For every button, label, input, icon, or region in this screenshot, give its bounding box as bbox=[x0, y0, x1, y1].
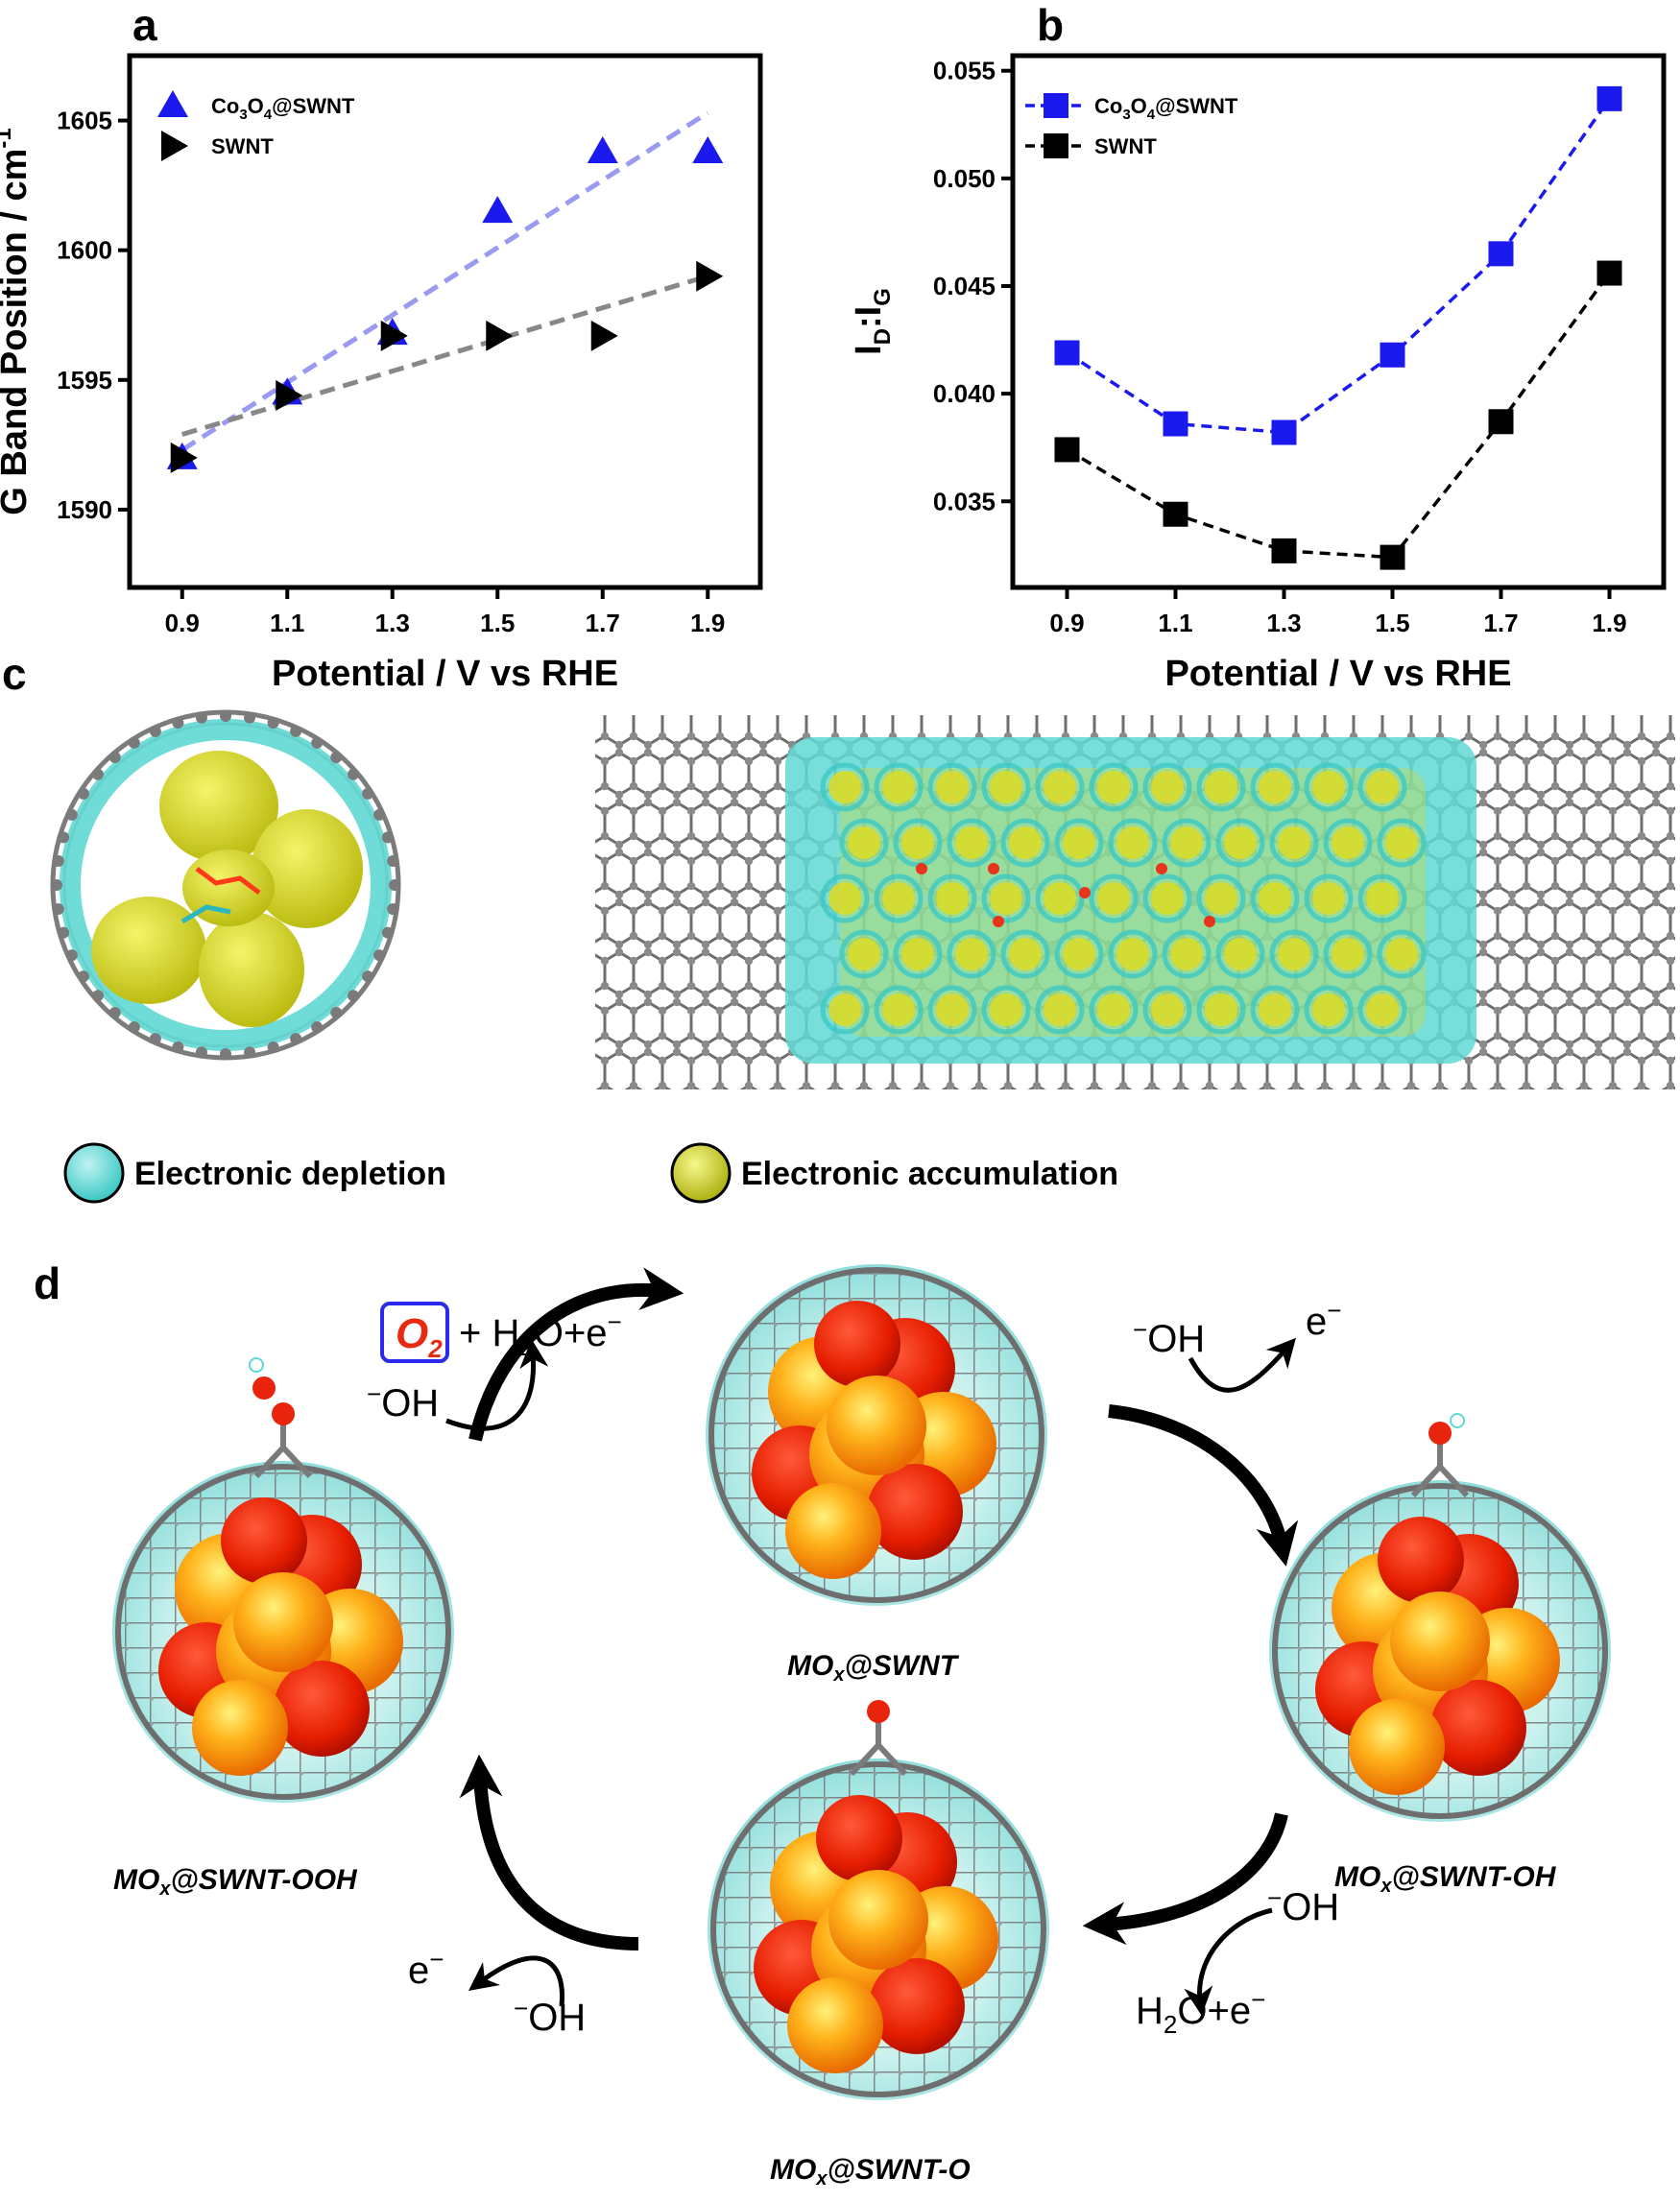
data-point-series-1 bbox=[276, 380, 303, 412]
x-tick-label: 1.7 bbox=[586, 609, 620, 637]
electron-bottom-left: e− bbox=[408, 1945, 444, 1992]
state-label-swnt-o: MOx@SWNT-O bbox=[770, 2154, 971, 2190]
y-tick-label: 0.055 bbox=[933, 57, 996, 85]
data-point-series-1 bbox=[1488, 409, 1514, 435]
x-tick-label: 1.5 bbox=[1375, 609, 1409, 637]
data-point-series-1 bbox=[1380, 544, 1405, 570]
data-point-series-1 bbox=[486, 320, 514, 351]
legend-accumulation-label: Electronic accumulation bbox=[741, 1156, 1118, 1192]
x-tick-label: 1.9 bbox=[690, 609, 725, 637]
tube-cross-section bbox=[50, 709, 401, 1061]
legend-marker-1 bbox=[1044, 133, 1068, 158]
legend-marker-0 bbox=[1044, 93, 1068, 118]
y-tick-label: 1600 bbox=[57, 236, 112, 265]
panel-letter-d: d bbox=[34, 1258, 60, 1308]
chart-a: 0.9 1.1 1.3 1.5 1.7 1.9 1590 1595 1600 1605 Potent… bbox=[0, 53, 763, 694]
cage-0 bbox=[706, 1264, 1047, 1606]
y-tick-label: 1595 bbox=[57, 366, 112, 395]
data-point-series-1 bbox=[380, 320, 408, 351]
tube-side-view bbox=[595, 715, 1675, 1089]
x-axis-title: Potential / V vs RHE bbox=[1164, 654, 1511, 694]
h2o-e-bottom-right: H2O+e− bbox=[1136, 1985, 1265, 2039]
electron-top-right: e− bbox=[1306, 1296, 1341, 1343]
data-point-series-0 bbox=[1380, 342, 1405, 368]
legend-label-0: Co3O4@SWNT bbox=[1094, 94, 1238, 123]
legend-label-1: SWNT bbox=[211, 134, 274, 158]
legend-panel-c: Electronic depletion Electronic accumula… bbox=[63, 1142, 1118, 1204]
oh-bottom-right: −OH bbox=[1267, 1883, 1339, 1928]
data-point-series-1 bbox=[1596, 260, 1622, 286]
data-point-series-1 bbox=[170, 442, 198, 473]
cycle-arrows bbox=[445, 1267, 1299, 2016]
y-tick-label: 0.045 bbox=[933, 272, 996, 300]
x-tick-label: 1.9 bbox=[1592, 609, 1626, 637]
cage-3 bbox=[112, 1357, 454, 1803]
legend-marker-1 bbox=[161, 131, 188, 161]
state-label-swnt-oh: MOx@SWNT-OH bbox=[1334, 1861, 1557, 1897]
plot-frame bbox=[127, 53, 763, 590]
arrow-o-to-ooh bbox=[459, 1754, 639, 1951]
arrow-swnt-to-oh bbox=[1108, 1404, 1299, 1567]
legend-marker-0 bbox=[157, 90, 188, 117]
plot-frame bbox=[1010, 53, 1667, 590]
state-label-swnt: MOx@SWNT bbox=[787, 1650, 960, 1686]
depletion-swatch bbox=[63, 1142, 125, 1204]
o2-label: O2 bbox=[396, 1310, 443, 1363]
oh-top-left: −OH bbox=[367, 1379, 439, 1424]
series-line-0 bbox=[1066, 97, 1611, 435]
oh-bottom-left: −OH bbox=[514, 1994, 586, 2039]
y-tick-label: 0.050 bbox=[933, 164, 996, 193]
data-point-series-1 bbox=[1163, 501, 1188, 527]
data-point-series-0 bbox=[1163, 411, 1188, 437]
y-axis-title: ID:IG bbox=[849, 288, 896, 355]
y-tick-label: 1605 bbox=[57, 107, 112, 135]
x-tick-label: 1.3 bbox=[1266, 609, 1301, 637]
o2-box bbox=[380, 1302, 449, 1363]
panel-letter-c: c bbox=[2, 649, 27, 699]
legend-label-1: SWNT bbox=[1094, 134, 1157, 158]
data-point-series-0 bbox=[482, 196, 514, 224]
data-point-series-1 bbox=[1271, 538, 1297, 563]
arrow-oh-to-o bbox=[1082, 1812, 1288, 1946]
y-tick-label: 0.040 bbox=[933, 379, 996, 408]
x-tick-label: 1.3 bbox=[375, 609, 410, 637]
panel-letter-a: a bbox=[132, 0, 157, 50]
accumulation-swatch bbox=[670, 1142, 732, 1204]
x-tick-label: 0.9 bbox=[1049, 609, 1084, 637]
data-point-series-0 bbox=[1054, 340, 1080, 366]
catalytic-cycle-cages bbox=[112, 1264, 1611, 2100]
fit-line-series-0 bbox=[180, 110, 709, 452]
x-tick-label: 1.1 bbox=[1158, 609, 1192, 637]
panel-letter-b: b bbox=[1037, 0, 1064, 50]
data-point-series-1 bbox=[696, 260, 724, 292]
x-tick-label: 1.5 bbox=[480, 609, 515, 637]
data-point-series-0 bbox=[1488, 241, 1514, 267]
x-tick-label: 1.1 bbox=[270, 609, 304, 637]
data-point-series-0 bbox=[1271, 419, 1297, 445]
state-label-swnt-ooh: MOx@SWNT-OOH bbox=[113, 1864, 358, 1900]
cage-2 bbox=[708, 1700, 1049, 2100]
cage-1 bbox=[1269, 1413, 1611, 1822]
x-tick-label: 0.9 bbox=[165, 609, 200, 637]
arrow-ooh-to-swnt bbox=[468, 1267, 684, 1442]
data-point-series-0 bbox=[692, 135, 724, 163]
oh-top-right: −OH bbox=[1133, 1315, 1205, 1360]
panel-d-text: O2 + H2O+e− −OH −OH e− −OH H2O+e− −OH e−… bbox=[113, 1296, 1557, 2190]
legend-label-0: Co3O4@SWNT bbox=[211, 94, 355, 123]
products-top-left: + H2O+e− bbox=[459, 1307, 622, 1361]
y-tick-label: 0.035 bbox=[933, 487, 996, 515]
data-point-series-0 bbox=[1596, 85, 1622, 111]
legend-depletion-label: Electronic depletion bbox=[134, 1156, 446, 1192]
data-point-series-1 bbox=[1054, 437, 1080, 463]
x-axis-title: Potential / V vs RHE bbox=[272, 654, 618, 694]
chart-b: 0.9 1.1 1.3 1.5 1.7 1.9 0.035 0.040 0.045 0.050 0.… bbox=[849, 53, 1667, 694]
fit-line-series-1 bbox=[181, 274, 708, 437]
data-point-series-1 bbox=[590, 320, 618, 351]
y-axis-title: G Band Position / cm-1 bbox=[0, 128, 35, 515]
y-tick-label: 1590 bbox=[57, 495, 112, 524]
series-line-1 bbox=[1066, 272, 1611, 560]
data-point-series-0 bbox=[587, 135, 618, 163]
x-tick-label: 1.7 bbox=[1483, 609, 1518, 637]
